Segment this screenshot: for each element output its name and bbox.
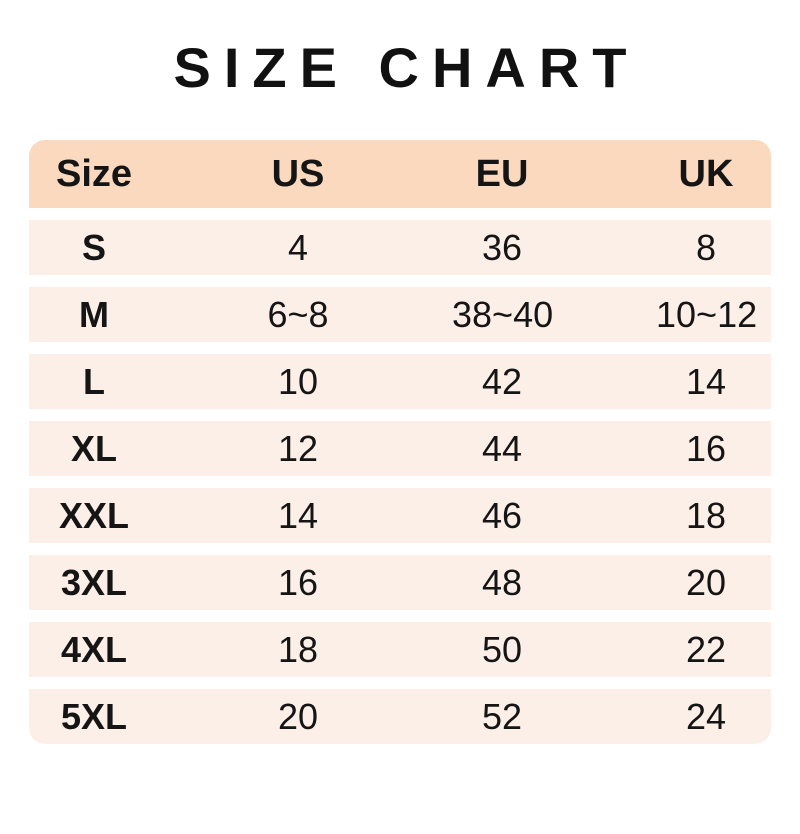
us-cell: 6~8 [267,293,329,335]
uk-cell: 10~12 [656,293,758,335]
size-chart-table: Size US EU UK S 4 36 8 M 6~8 38~40 10~12… [29,140,771,745]
uk-cell: 8 [695,226,717,268]
table-row-4xl: 4XL 18 50 22 [29,622,771,678]
size-cell: M [79,293,109,335]
table-row-l: L 10 42 14 [29,354,771,410]
size-cell: 5XL [60,695,128,737]
table-header-row: Size US EU UK [29,140,771,209]
table-row-s: S 4 36 8 [29,220,771,276]
uk-cell: 18 [685,494,727,536]
eu-cell: 44 [481,427,523,469]
uk-cell: 20 [685,561,727,603]
size-chart-page: SIZE CHART Size US EU UK S 4 36 8 M 6~8 … [0,34,800,745]
eu-cell: 36 [481,226,523,268]
uk-cell: 16 [685,427,727,469]
table-row-5xl: 5XL 20 52 24 [29,689,771,745]
uk-cell: 24 [685,695,727,737]
us-cell: 18 [277,628,319,670]
column-header-uk: UK [678,152,734,195]
us-cell: 4 [287,226,309,268]
table-row-xl: XL 12 44 16 [29,421,771,477]
eu-cell: 48 [481,561,523,603]
uk-cell: 14 [685,360,727,402]
us-cell: 20 [277,695,319,737]
size-cell: S [81,226,106,268]
size-cell: 3XL [60,561,128,603]
table-row-3xl: 3XL 16 48 20 [29,555,771,611]
eu-cell: 46 [481,494,523,536]
page-title: SIZE CHART [173,36,640,99]
size-cell: XL [70,427,117,469]
uk-cell: 22 [685,628,727,670]
table-row-xxl: XXL 14 46 18 [29,488,771,544]
size-cell: 4XL [60,628,128,670]
us-cell: 16 [277,561,319,603]
us-cell: 14 [277,494,319,536]
eu-cell: 42 [481,360,523,402]
column-header-size: Size [55,152,133,195]
size-cell: XXL [58,494,129,536]
table-row-m: M 6~8 38~40 10~12 [29,287,771,343]
column-header-eu: EU [475,152,529,195]
us-cell: 10 [277,360,319,402]
column-header-us: US [271,152,325,195]
us-cell: 12 [277,427,319,469]
eu-cell: 38~40 [452,293,554,335]
eu-cell: 52 [481,695,523,737]
size-cell: L [83,360,105,402]
eu-cell: 50 [481,628,523,670]
